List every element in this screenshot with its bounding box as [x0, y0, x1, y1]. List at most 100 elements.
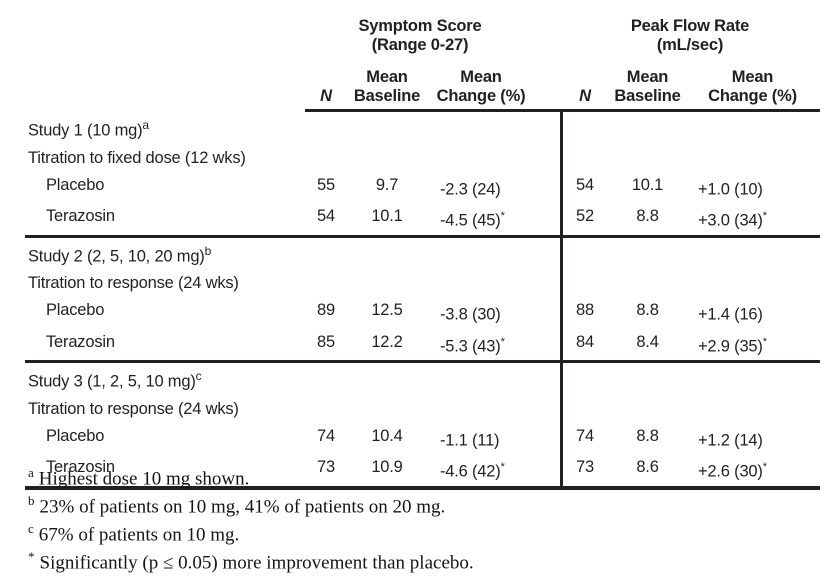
change-value: +1.4 (16): [698, 305, 763, 324]
col-header-pf-baseline: Mean Baseline: [610, 56, 685, 109]
header-mean: Mean: [731, 68, 774, 86]
footnote-c: c 67% of patients on 10 mg.: [28, 515, 474, 546]
spacer: [535, 423, 560, 455]
footnote-marker: *: [28, 549, 35, 564]
spacer: [535, 329, 560, 361]
table-body: Study 1 (10 mg)a Titration to fixed dose…: [25, 112, 820, 490]
study-title-footnote-marker: c: [195, 369, 202, 383]
significance-star: *: [762, 210, 767, 222]
cell-ss-change: -2.3 (24): [427, 172, 535, 204]
cell-pf-baseline: 8.8: [636, 301, 659, 319]
col-header-ss-change: Mean Change (%): [427, 56, 535, 109]
cell-ss-baseline: 12.2: [371, 332, 403, 351]
symptom-score-group-header: Symptom Score (Range 0-27): [305, 12, 535, 56]
significance-star: *: [762, 335, 767, 348]
cell-pf-change: +2.6 (30)*: [685, 454, 820, 486]
cell-pf-n: 54: [576, 175, 594, 194]
study-title: Study 2 (2, 5, 10, 20 mg)b: [25, 238, 820, 271]
study-title: Study 1 (10 mg)a: [25, 112, 820, 145]
change-value: -3.8 (30): [440, 305, 501, 324]
col-header-ss-baseline: Mean Baseline: [347, 56, 427, 109]
header-baseline: Baseline: [614, 87, 681, 105]
change-value: -2.3 (24): [440, 180, 501, 198]
group-title: Peak Flow Rate: [630, 17, 750, 35]
col-header-ss-n: N: [320, 87, 332, 105]
cell-pf-n: 84: [576, 332, 594, 351]
cell-pf-baseline: 8.6: [636, 458, 659, 476]
study-title-footnote-marker: a: [142, 118, 150, 132]
cell-ss-baseline: 9.7: [375, 175, 399, 194]
row-label: Placebo: [46, 301, 105, 319]
row-label: Terazosin: [46, 332, 115, 351]
cell-ss-n: 74: [317, 426, 335, 445]
header-baseline: Baseline: [353, 87, 421, 105]
table-header: Symptom Score (Range 0-27) Peak Flow Rat…: [25, 12, 820, 109]
footnote-text: Highest dose 10 mg shown.: [38, 468, 250, 490]
footnote-text: Significantly (p ≤ 0.05) more improvemen…: [39, 552, 474, 574]
cell-ss-n: 85: [317, 332, 335, 351]
change-value: +1.0 (10): [698, 180, 763, 198]
row-label: Placebo: [46, 426, 105, 445]
cell-ss-change: -4.6 (42)*: [427, 454, 535, 486]
cell-pf-baseline: 8.4: [636, 332, 659, 351]
study-1-section: Study 1 (10 mg)a Titration to fixed dose…: [25, 112, 820, 238]
footnote-marker: b: [28, 493, 35, 508]
change-value: -4.6 (42): [440, 462, 501, 481]
cell-ss-change: -5.3 (43)*: [427, 329, 535, 361]
footnote-marker: c: [28, 521, 34, 536]
cell-ss-n: 73: [317, 458, 335, 476]
cell-pf-change: +3.0 (34)*: [685, 203, 820, 235]
row-label: Terazosin: [46, 207, 115, 225]
footnote-text: 23% of patients on 10 mg, 41% of patient…: [39, 496, 446, 518]
study-subtitle: Titration to response (24 wks): [28, 274, 239, 292]
cell-pf-baseline: 8.8: [636, 207, 659, 225]
change-value: +3.0 (34): [698, 211, 763, 230]
cell-ss-n: 55: [317, 175, 335, 194]
group-title: Symptom Score: [358, 17, 482, 35]
peak-flow-group-header: Peak Flow Rate (mL/sec): [560, 12, 820, 56]
cell-ss-n: 54: [317, 207, 335, 225]
column-group-divider: [560, 112, 563, 490]
footnote-text: 67% of patients on 10 mg.: [38, 524, 240, 546]
cell-pf-change: +1.0 (10): [685, 172, 820, 204]
spacer: [535, 172, 560, 204]
study-2-section: Study 2 (2, 5, 10, 20 mg)b Titration to …: [25, 238, 820, 363]
study-subtitle: Titration to response (24 wks): [28, 399, 239, 418]
cell-pf-n: 73: [576, 458, 594, 476]
study-title-text: Study 2 (2, 5, 10, 20 mg): [28, 247, 205, 265]
footnote-star: * Significantly (p ≤ 0.05) more improveme…: [28, 543, 474, 574]
spacer: [535, 454, 560, 486]
cell-pf-baseline: 10.1: [631, 175, 664, 194]
cell-ss-n: 89: [317, 301, 335, 319]
cell-ss-baseline: 10.4: [371, 426, 403, 445]
header-mean: Mean: [626, 68, 669, 86]
cell-ss-change: -1.1 (11): [427, 423, 535, 455]
study-3-section: Study 3 (1, 2, 5, 10 mg)c Titration to r…: [25, 363, 820, 490]
header-change: Change (%): [436, 87, 526, 105]
cell-ss-baseline: 10.1: [371, 207, 403, 225]
significance-star: *: [762, 461, 767, 473]
change-value: +1.2 (14): [698, 431, 763, 449]
col-header-pf-n: N: [579, 87, 591, 105]
cell-pf-baseline: 8.8: [636, 426, 659, 445]
significance-star: *: [500, 210, 505, 222]
change-value: -1.1 (11): [440, 431, 500, 449]
col-header-pf-change: Mean Change (%): [685, 56, 820, 109]
cell-pf-n: 74: [576, 426, 594, 445]
study-title-text: Study 1 (10 mg): [28, 121, 143, 140]
cell-ss-change: -3.8 (30): [427, 297, 535, 329]
cell-pf-n: 88: [576, 301, 594, 319]
significance-star: *: [500, 461, 505, 473]
row-label: Terazosin: [46, 458, 115, 476]
study-title-text: Study 3 (1, 2, 5, 10 mg): [28, 372, 196, 391]
study-subtitle: Titration to fixed dose (12 wks): [28, 148, 246, 167]
significance-star: *: [500, 335, 505, 348]
footnote-marker: a: [28, 465, 34, 480]
cell-pf-n: 52: [576, 207, 594, 225]
header-mean: Mean: [460, 68, 502, 86]
footnote-b: b 23% of patients on 10 mg, 41% of patien…: [28, 487, 474, 518]
header-mean: Mean: [366, 68, 408, 86]
spacer: [535, 297, 560, 329]
cell-ss-baseline: 10.9: [371, 458, 403, 476]
